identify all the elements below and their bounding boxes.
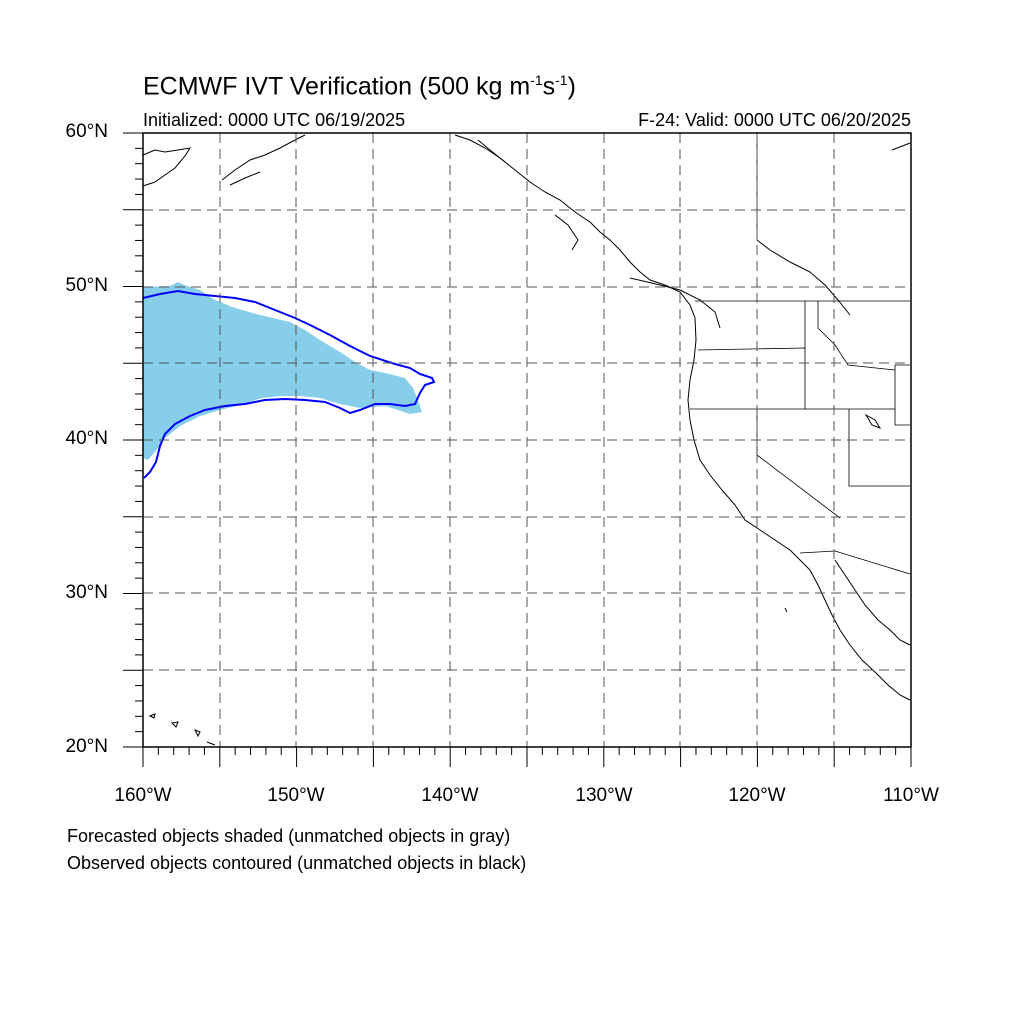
lat-label-40n: 40°N xyxy=(65,428,108,449)
lon-label-150w: 150°W xyxy=(267,785,325,806)
lon-label-130w: 130°W xyxy=(575,785,633,806)
observed-object-contour xyxy=(142,289,436,479)
lon-label-120w: 120°W xyxy=(728,785,786,806)
gridlines xyxy=(143,133,911,747)
lat-label-60n: 60°N xyxy=(65,121,108,142)
axis-ticks xyxy=(123,132,912,767)
lon-label-110w: 110°W xyxy=(883,785,939,806)
lat-label-30n: 30°N xyxy=(65,582,108,603)
coastlines xyxy=(142,134,911,746)
chart-title: ECMWF IVT Verification (500 kg m-1s-1) xyxy=(143,72,576,101)
observed-note: Observed objects contoured (unmatched ob… xyxy=(67,853,527,873)
forecast-note: Forecasted objects shaded (unmatched obj… xyxy=(67,826,511,846)
lon-label-140w: 140°W xyxy=(421,785,479,806)
initialized-time: Initialized: 0000 UTC 06/19/2025 xyxy=(143,110,406,130)
lat-label-50n: 50°N xyxy=(65,275,108,296)
lon-label-160w: 160°W xyxy=(114,785,172,806)
lat-label-20n: 20°N xyxy=(65,736,108,757)
political-borders xyxy=(690,133,911,575)
valid-time: F-24: Valid: 0000 UTC 06/20/2025 xyxy=(638,110,911,130)
forecast-object-shading xyxy=(143,282,422,460)
